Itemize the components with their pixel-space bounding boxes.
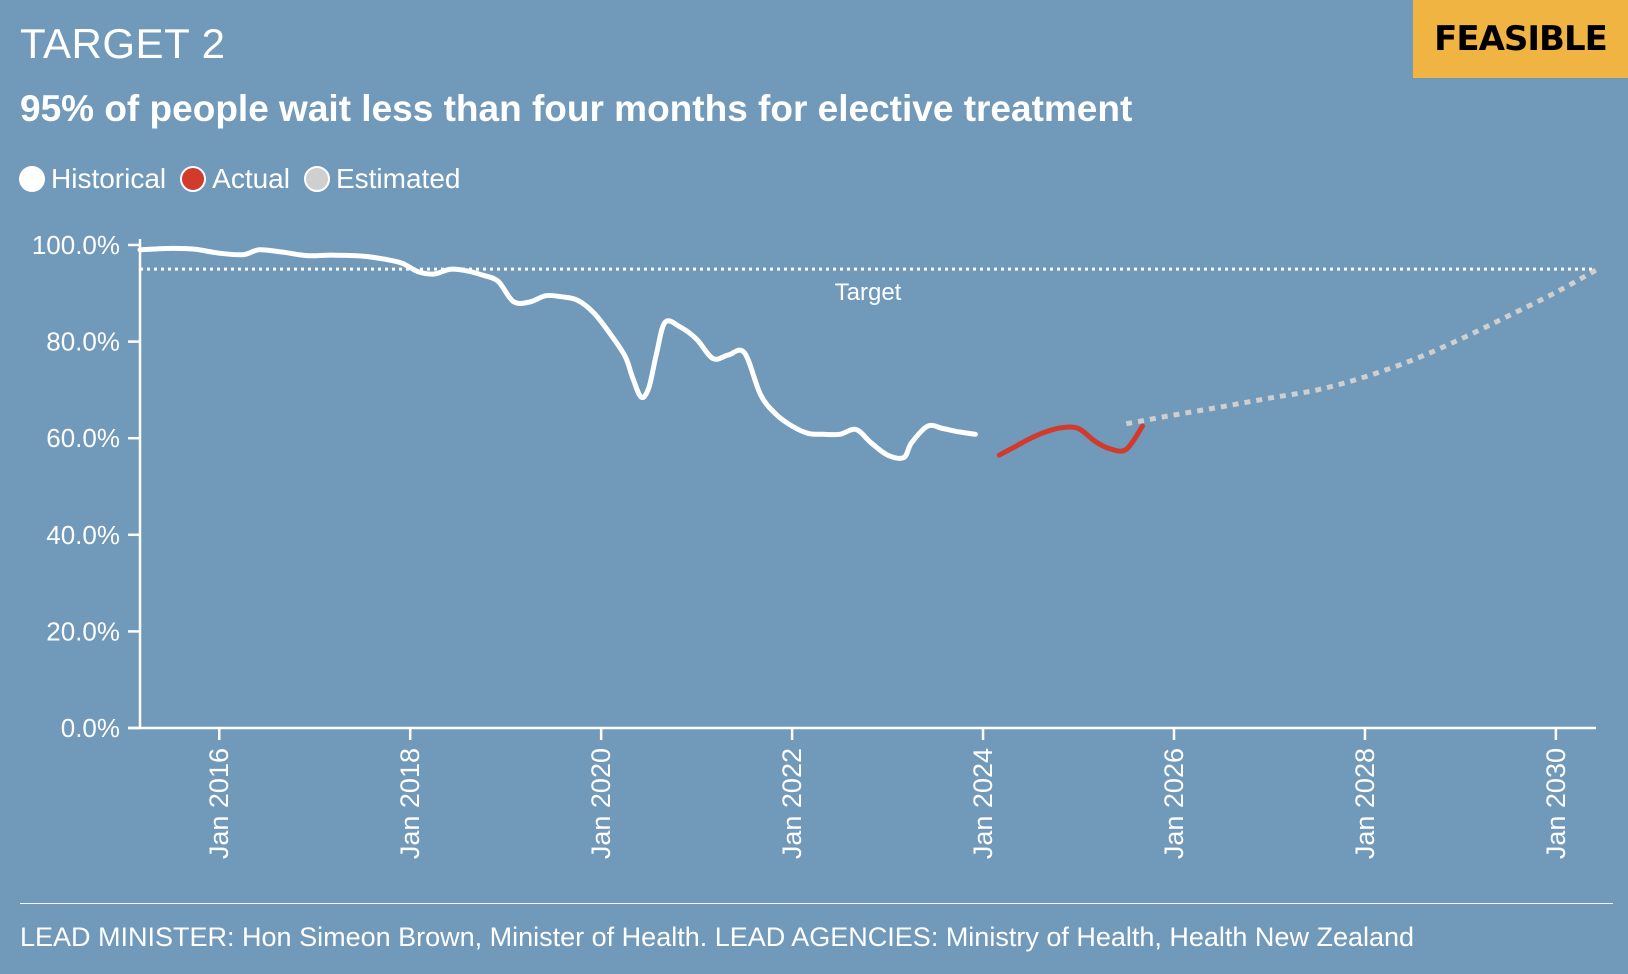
legend-label-actual: Actual bbox=[212, 163, 290, 194]
target-kicker: TARGET 2 bbox=[20, 20, 226, 67]
y-tick-label-100: 100.0% bbox=[32, 230, 120, 260]
legend-item-estimated[interactable]: Estimated bbox=[303, 163, 461, 195]
x-tick-label-2030: Jan 2030 bbox=[1541, 748, 1571, 859]
footer-divider bbox=[20, 903, 1613, 904]
x-tick-label-2018: Jan 2018 bbox=[395, 748, 425, 859]
legend-item-actual[interactable]: Actual bbox=[180, 163, 290, 195]
y-tick-label-40: 40.0% bbox=[46, 520, 120, 550]
legend-item-historical[interactable]: Historical bbox=[19, 163, 166, 195]
footer-lead-minister: LEAD MINISTER: Hon Simeon Brown, Ministe… bbox=[20, 922, 1415, 952]
line-chart: 0.0% 20.0% 40.0% 60.0% 80.0% 100.0% Jan 2016 Ja… bbox=[32, 230, 1598, 859]
legend-label-historical: Historical bbox=[51, 163, 167, 194]
chart-title: 95% of people wait less than four months… bbox=[20, 88, 1133, 129]
legend-label-estimated: Estimated bbox=[335, 163, 461, 194]
feasible-badge: FEASIBLE bbox=[1413, 0, 1628, 78]
x-tick-label-2022: Jan 2022 bbox=[777, 748, 807, 859]
series-line-estimated bbox=[1125, 267, 1598, 427]
y-tick-label-0: 0.0% bbox=[61, 713, 120, 743]
y-tick-label-20: 20.0% bbox=[46, 616, 120, 646]
x-tick-label-2016: Jan 2016 bbox=[204, 748, 234, 859]
chart-legend: Historical Actual Estimated bbox=[19, 163, 474, 195]
x-tick-label-2024: Jan 2024 bbox=[968, 748, 998, 859]
y-tick-label-80: 80.0% bbox=[46, 327, 120, 357]
x-tick-label-2028: Jan 2028 bbox=[1350, 748, 1380, 859]
x-tick-label-2020: Jan 2020 bbox=[586, 748, 616, 859]
legend-swatch-actual bbox=[180, 166, 207, 192]
target-label: Target bbox=[835, 279, 902, 306]
series-line-actual bbox=[996, 423, 1145, 458]
legend-swatch-historical bbox=[19, 166, 45, 192]
legend-swatch-estimated bbox=[303, 166, 330, 192]
y-tick-label-60: 60.0% bbox=[46, 423, 120, 453]
series-line-historical bbox=[137, 245, 978, 461]
x-tick-label-2026: Jan 2026 bbox=[1159, 748, 1189, 859]
